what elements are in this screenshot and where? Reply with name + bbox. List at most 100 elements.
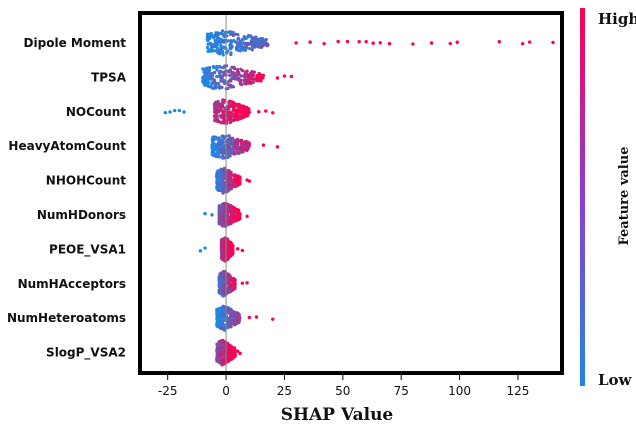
shap-point xyxy=(219,326,224,330)
shap-point xyxy=(551,40,555,45)
shap-point xyxy=(205,45,210,50)
shap-point xyxy=(218,86,223,90)
shap-point xyxy=(205,32,210,36)
shap-point xyxy=(448,41,452,46)
shap-point xyxy=(233,183,237,187)
shap-point xyxy=(238,150,242,154)
shap-point xyxy=(225,217,230,221)
shap-point xyxy=(229,184,233,188)
shap-point xyxy=(201,80,205,84)
shap-point xyxy=(233,112,238,116)
shap-point xyxy=(218,40,222,44)
shap-point xyxy=(234,46,239,50)
shap-point xyxy=(219,37,223,41)
shap-point xyxy=(259,37,264,41)
shap-point xyxy=(245,147,249,151)
shap-point xyxy=(227,187,231,191)
shap-point xyxy=(214,137,218,141)
shap-point xyxy=(237,316,241,320)
shap-point xyxy=(228,43,232,47)
shap-point xyxy=(220,29,225,33)
shap-point xyxy=(221,290,225,294)
shap-point xyxy=(222,318,226,323)
shap-point xyxy=(237,110,241,114)
shap-point xyxy=(216,99,220,104)
x-tick-label: 75 xyxy=(394,384,409,398)
shap-point xyxy=(236,41,240,45)
shap-point xyxy=(207,48,211,52)
shap-point xyxy=(239,146,243,150)
shap-point xyxy=(235,104,239,108)
shap-point xyxy=(231,33,236,38)
shap-point xyxy=(214,44,218,48)
shap-point xyxy=(231,347,235,352)
shap-point xyxy=(205,37,210,42)
shap-point xyxy=(215,310,219,314)
shap-point xyxy=(223,283,228,287)
shap-point xyxy=(214,101,218,106)
shap-point xyxy=(205,83,209,87)
shap-point xyxy=(222,309,226,313)
shap-point xyxy=(235,116,239,120)
shap-point xyxy=(236,311,240,316)
shap-point xyxy=(203,246,207,250)
shap-point xyxy=(527,40,532,44)
shap-point xyxy=(209,84,213,88)
shap-point xyxy=(212,36,216,40)
shap-point xyxy=(228,73,232,78)
shap-point xyxy=(217,103,222,108)
shap-point xyxy=(289,74,294,79)
shap-point xyxy=(233,352,237,357)
shap-point xyxy=(261,73,265,77)
shap-point xyxy=(246,143,250,147)
shap-point xyxy=(219,312,223,316)
shap-point xyxy=(387,42,392,46)
shap-point xyxy=(220,49,225,54)
shap-point xyxy=(226,140,230,144)
shap-point xyxy=(232,323,237,327)
shap-point xyxy=(250,38,254,42)
shap-point xyxy=(232,178,236,182)
shap-point xyxy=(226,179,230,184)
shap-point xyxy=(209,74,213,78)
x-tick-label: 125 xyxy=(507,384,530,398)
shap-point xyxy=(221,180,225,184)
shap-point xyxy=(429,41,434,45)
shap-point xyxy=(223,326,227,330)
shap-point xyxy=(229,79,233,83)
shap-point xyxy=(244,70,248,74)
shap-point xyxy=(218,275,222,279)
shap-point xyxy=(520,42,525,46)
shap-point xyxy=(225,107,229,111)
shap-point xyxy=(275,76,280,80)
feature-label: Dipole Moment xyxy=(24,36,127,50)
shap-point xyxy=(221,148,225,153)
shap-point xyxy=(217,283,222,287)
shap-point xyxy=(233,76,237,80)
shap-point xyxy=(226,356,230,360)
shap-point xyxy=(236,215,241,219)
shap-point xyxy=(248,80,252,85)
shap-point xyxy=(254,315,259,319)
shap-point xyxy=(255,73,259,78)
shap-point xyxy=(228,137,232,141)
shap-point xyxy=(247,315,252,320)
shap-point xyxy=(228,347,232,351)
shap-point xyxy=(210,213,214,217)
shap-point xyxy=(245,281,249,285)
shap-point xyxy=(240,248,245,253)
shap-point xyxy=(247,107,251,111)
shap-point xyxy=(234,32,238,36)
shap-point xyxy=(225,30,230,34)
shap-point xyxy=(228,324,233,328)
shap-point xyxy=(232,314,237,318)
shap-point xyxy=(231,317,235,321)
shap-point xyxy=(235,137,240,141)
shap-point xyxy=(336,39,340,44)
shap-point xyxy=(225,349,230,353)
shap-point xyxy=(238,106,242,111)
shap-point xyxy=(221,119,225,123)
shap-point xyxy=(203,211,207,216)
shap-point xyxy=(228,280,232,284)
shap-point xyxy=(232,287,236,291)
